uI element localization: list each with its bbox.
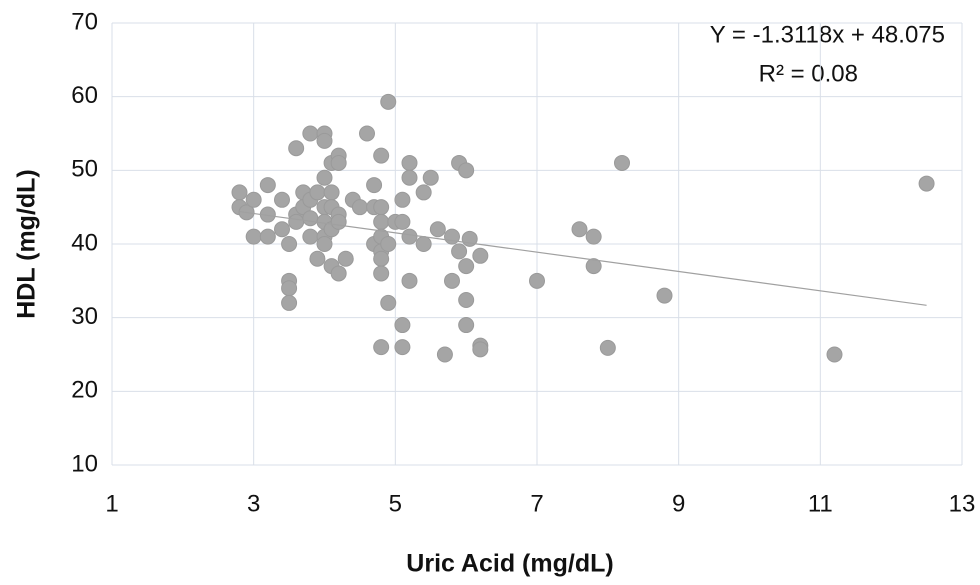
point (302, 210, 319, 227)
point (585, 228, 602, 245)
equation: Y = -1.3118x + 48.075 (710, 21, 945, 48)
point (359, 125, 375, 142)
point (316, 132, 333, 149)
point (373, 213, 390, 230)
point (330, 154, 347, 171)
point (422, 169, 439, 186)
point (599, 339, 616, 356)
point (330, 265, 347, 282)
point (373, 147, 390, 164)
point (656, 287, 673, 304)
point (288, 213, 305, 230)
x-tick-label: 9 (672, 490, 685, 517)
y-tick-label: 30 (71, 303, 98, 330)
point (274, 191, 290, 208)
point (337, 250, 354, 267)
point (451, 243, 468, 260)
point (415, 236, 432, 252)
r-squared: R² = 0.08 (759, 60, 858, 87)
point (394, 191, 411, 208)
point (288, 140, 305, 157)
point (380, 93, 397, 110)
point (259, 177, 276, 194)
point (401, 154, 418, 171)
point (316, 236, 333, 252)
x-tick-label: 13 (949, 490, 976, 517)
point (373, 199, 390, 216)
y-tick-label: 50 (71, 156, 98, 183)
point (585, 258, 602, 275)
x-tick-label: 1 (105, 490, 118, 517)
point (259, 228, 276, 245)
point (316, 169, 333, 186)
point (826, 346, 843, 363)
y-tick-label: 40 (71, 229, 98, 256)
point (401, 272, 418, 289)
point (394, 339, 411, 356)
point (394, 317, 411, 334)
point (309, 250, 326, 267)
point (614, 154, 630, 171)
point (309, 184, 326, 201)
x-tick-label: 11 (808, 490, 833, 517)
x-axis-title: Uric Acid (mg/dL) (406, 550, 613, 578)
point (472, 247, 489, 264)
point (458, 317, 475, 334)
point (373, 339, 390, 356)
point (458, 291, 475, 308)
point (918, 175, 935, 192)
point (281, 280, 298, 297)
point (330, 213, 347, 230)
y-tick-label: 10 (71, 450, 98, 477)
point (302, 228, 319, 245)
trendline (239, 210, 927, 306)
point (380, 294, 397, 311)
y-tick-label: 70 (71, 8, 98, 35)
point (245, 191, 262, 208)
x-tick-label: 3 (247, 490, 260, 517)
y-tick-label: 20 (71, 377, 98, 404)
point (281, 294, 298, 311)
point (571, 221, 588, 238)
point (373, 250, 390, 267)
point (415, 184, 432, 201)
point (529, 272, 545, 289)
point (245, 228, 262, 245)
point (444, 272, 460, 289)
point (351, 199, 368, 216)
point (458, 258, 475, 275)
x-tick-label: 7 (530, 490, 543, 517)
point (323, 184, 340, 201)
point (401, 228, 418, 245)
x-tick-label: 5 (389, 490, 402, 517)
point (436, 346, 453, 363)
point (281, 236, 298, 252)
y-axis-title: HDL (mg/dL) (13, 169, 41, 319)
point (274, 221, 290, 238)
point (302, 125, 319, 142)
point (366, 177, 383, 194)
point (373, 265, 390, 282)
point (231, 184, 248, 201)
point (401, 169, 418, 186)
y-tick-label: 60 (71, 82, 98, 109)
point (380, 236, 397, 252)
point (394, 213, 411, 230)
point (472, 341, 489, 358)
point (429, 221, 446, 238)
point (458, 162, 475, 179)
